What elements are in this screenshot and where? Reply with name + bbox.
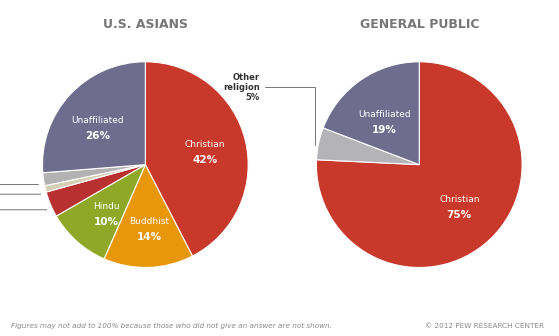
Title: U.S. ASIANS: U.S. ASIANS bbox=[103, 18, 188, 31]
Text: 42%: 42% bbox=[192, 155, 217, 165]
Title: GENERAL PUBLIC: GENERAL PUBLIC bbox=[359, 18, 479, 31]
Text: Hindu: Hindu bbox=[93, 203, 119, 222]
Text: Sikh
1%: Sikh 1% bbox=[0, 184, 41, 204]
Text: Figures may not add to 100% because those who did not give an answer are not sho: Figures may not add to 100% because thos… bbox=[11, 323, 332, 329]
Wedge shape bbox=[104, 165, 192, 267]
Wedge shape bbox=[145, 62, 248, 256]
Text: 10%: 10% bbox=[93, 217, 119, 227]
Wedge shape bbox=[56, 165, 145, 259]
Wedge shape bbox=[42, 62, 145, 173]
Text: Buddhist: Buddhist bbox=[129, 216, 169, 236]
Text: 75%: 75% bbox=[447, 210, 472, 220]
Wedge shape bbox=[316, 62, 522, 267]
Wedge shape bbox=[45, 165, 145, 192]
Wedge shape bbox=[46, 165, 145, 216]
Text: Unaffiliated: Unaffiliated bbox=[358, 110, 411, 130]
Text: 26%: 26% bbox=[86, 131, 110, 140]
Text: Unaffiliated: Unaffiliated bbox=[72, 116, 124, 135]
Text: Other
religion
5%: Other religion 5% bbox=[223, 73, 315, 145]
Text: Christian: Christian bbox=[439, 195, 480, 214]
Text: Other
religion
2%: Other religion 2% bbox=[0, 170, 39, 199]
Text: 19%: 19% bbox=[372, 125, 397, 135]
Text: Muslim
4%: Muslim 4% bbox=[0, 200, 47, 219]
Text: 14%: 14% bbox=[136, 232, 162, 242]
Text: © 2012 PEW RESEARCH CENTER: © 2012 PEW RESEARCH CENTER bbox=[425, 323, 544, 329]
Wedge shape bbox=[316, 128, 419, 165]
Text: Christian: Christian bbox=[185, 139, 225, 159]
Wedge shape bbox=[323, 62, 419, 165]
Wedge shape bbox=[43, 165, 145, 186]
